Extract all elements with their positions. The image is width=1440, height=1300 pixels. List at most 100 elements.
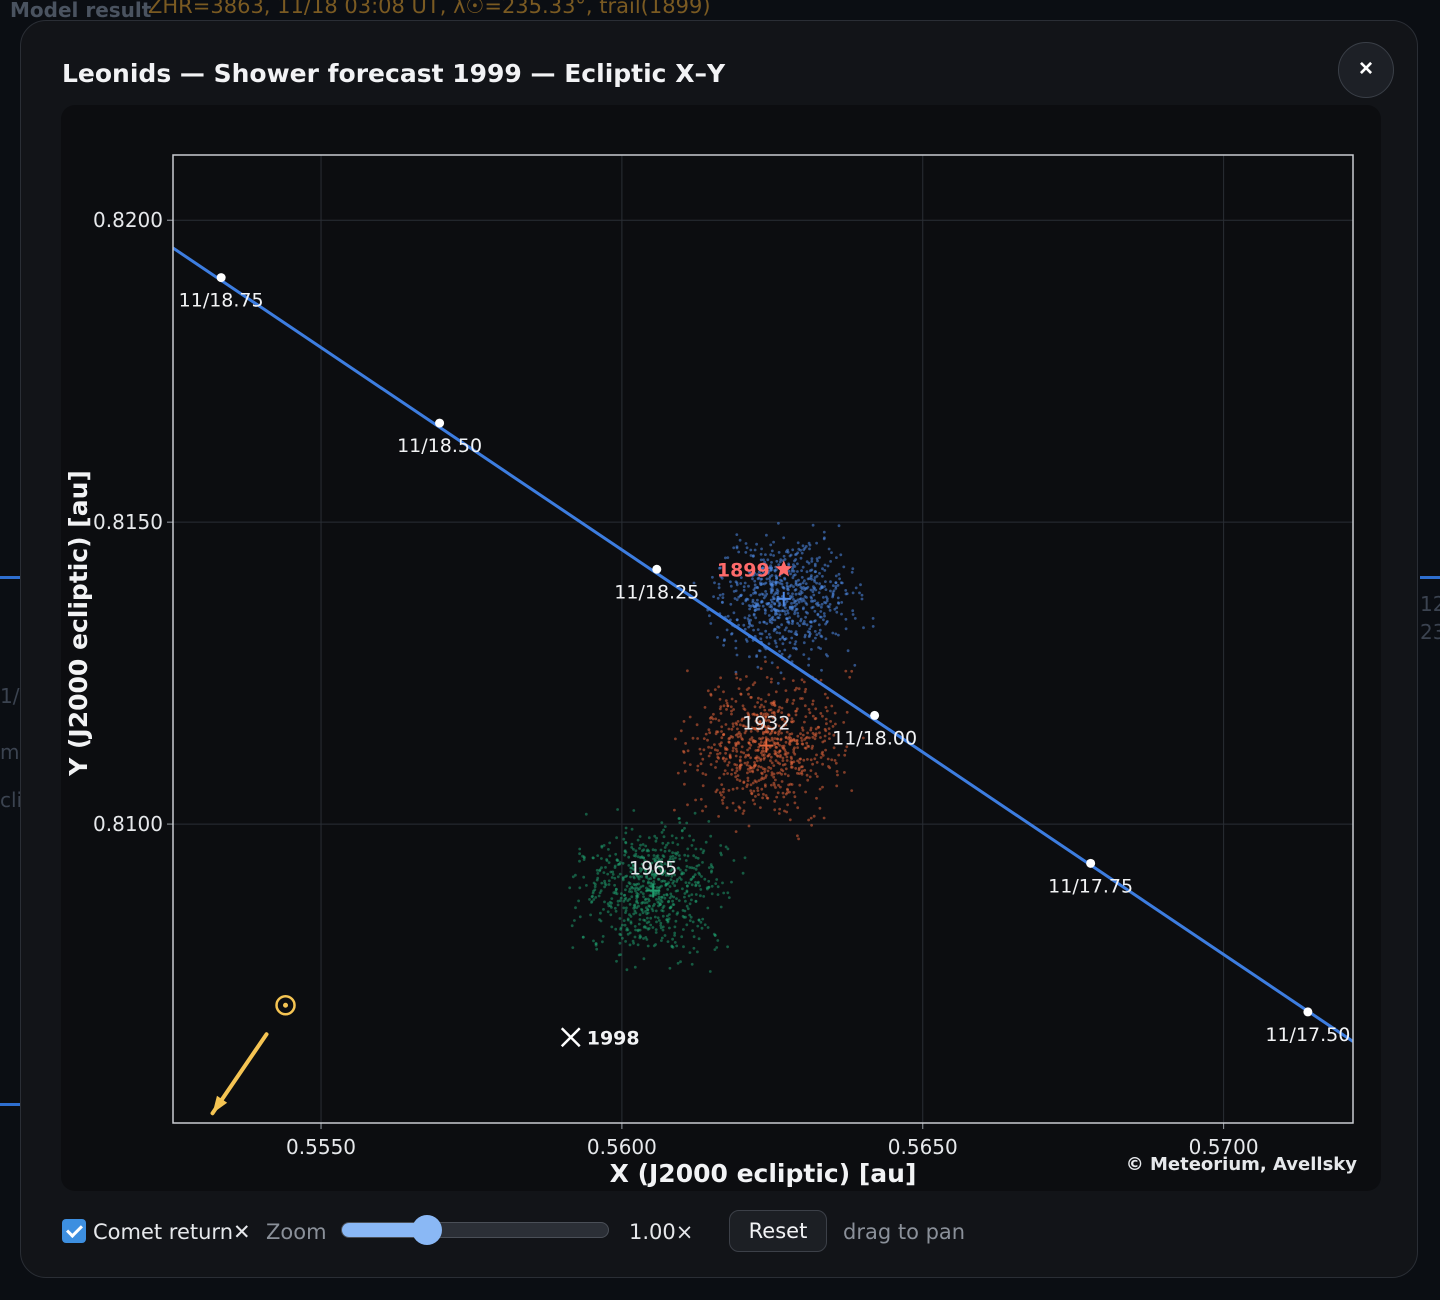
trail-particle [836, 596, 840, 600]
trail-particle [781, 759, 785, 762]
trail-particle [819, 756, 823, 759]
trail-particle [702, 849, 706, 853]
trail-particle [760, 703, 763, 707]
trail-particle [831, 593, 835, 596]
trail-particle [800, 765, 803, 769]
trail-particle [751, 577, 754, 581]
trail-particle [719, 676, 722, 680]
trail-particle [598, 869, 601, 873]
trail-particle [809, 816, 813, 820]
trail-particle [795, 686, 798, 690]
trail-particle [806, 758, 809, 761]
trail-particle [817, 631, 821, 635]
trail-particle [621, 877, 625, 880]
trail-particle [763, 560, 767, 564]
trail-particle [778, 755, 782, 759]
trail-particle [582, 875, 586, 879]
trail-particle [661, 906, 665, 910]
trail-particle [794, 713, 798, 717]
ecliptic-plot[interactable]: 0.5550 0.5600 0.5650 0.57000.81000.81500.82… [61, 105, 1381, 1191]
trail-particle [666, 914, 669, 918]
trail-particle [773, 808, 777, 812]
trail-particle [776, 681, 780, 685]
reset-button[interactable]: Reset [729, 1210, 827, 1252]
trail-particle [773, 731, 777, 735]
zoom-slider-handle[interactable] [411, 1215, 442, 1245]
trail-particle [633, 965, 637, 969]
trail-particle [583, 856, 586, 860]
trail-particle [698, 747, 702, 751]
trail-particle [708, 716, 712, 720]
trail-particle [634, 852, 638, 856]
trail-particle [815, 541, 818, 545]
trail-particle [818, 731, 821, 735]
trail-particle [725, 628, 729, 632]
trail-particle [674, 856, 677, 860]
trail-particle [796, 570, 799, 573]
trail-particle [837, 753, 841, 757]
comet-return-label[interactable]: Comet return [93, 1220, 234, 1244]
trail-particle [740, 763, 743, 767]
trail-particle [674, 919, 678, 923]
trail-particle [769, 680, 773, 684]
trail-particle [837, 602, 841, 605]
background-line [0, 576, 20, 579]
trail-particle [630, 885, 634, 889]
plot-area: 1932196511/18.7511/18.5011/18.2511/18.00… [173, 246, 1353, 1116]
trail-particle [761, 714, 765, 718]
trail-particle [823, 734, 827, 738]
close-button[interactable]: × [1338, 42, 1394, 98]
trail-particle [780, 731, 783, 735]
trail-particle [671, 937, 674, 941]
trail-particle [810, 568, 814, 572]
trail-particle [772, 554, 775, 557]
trail-particle [616, 903, 620, 907]
trail-particle [676, 771, 680, 775]
trail-particle [845, 710, 849, 714]
trail-particle [631, 939, 635, 943]
trail-particle [846, 649, 850, 653]
comet-return-checkbox[interactable] [62, 1219, 86, 1243]
trail-particle [775, 795, 779, 799]
trail-particle [778, 649, 781, 653]
trail-particle [786, 587, 789, 591]
trail-particle [729, 580, 732, 584]
trail-particle [766, 713, 770, 717]
trail-particle [717, 685, 720, 689]
trail-particle [595, 868, 599, 872]
trail-particle [744, 566, 748, 570]
trail-1932-particles [673, 660, 865, 841]
comet-return-marker-icon: ✕ [233, 1220, 251, 1244]
trail-particle [757, 696, 760, 700]
trail-particle [780, 780, 784, 783]
trail-particle [630, 861, 634, 865]
trail-particle [658, 885, 662, 889]
trail-particle [778, 743, 781, 747]
trail-particle [788, 641, 792, 644]
trail-particle [614, 887, 618, 891]
trail-particle [755, 780, 758, 784]
trail-particle [793, 746, 796, 750]
trail-particle [632, 876, 636, 880]
trail-particle [637, 922, 641, 926]
trail-particle [644, 936, 648, 939]
trail-particle [660, 821, 664, 824]
zoom-slider[interactable] [341, 1222, 609, 1238]
trail-particle [595, 878, 599, 882]
plot-panel[interactable]: 0.5550 0.5600 0.5650 0.5700 0.8100 0.8150 0.82… [61, 105, 1381, 1191]
trail-particle [770, 736, 774, 740]
trail-particle [774, 745, 778, 749]
trail-particle [719, 744, 723, 748]
trail-particle [803, 633, 807, 637]
trail-particle [699, 888, 703, 891]
grid-lines [173, 155, 1353, 1123]
trail-particle [615, 836, 618, 840]
trail-1965-particles [568, 808, 747, 973]
trail-particle [786, 751, 790, 755]
trail-particle [789, 760, 793, 764]
trail-particle [594, 942, 598, 945]
trail-particle [777, 724, 781, 728]
trail-particle [657, 904, 660, 908]
trail-particle [769, 767, 773, 770]
trail-particle [818, 787, 822, 791]
